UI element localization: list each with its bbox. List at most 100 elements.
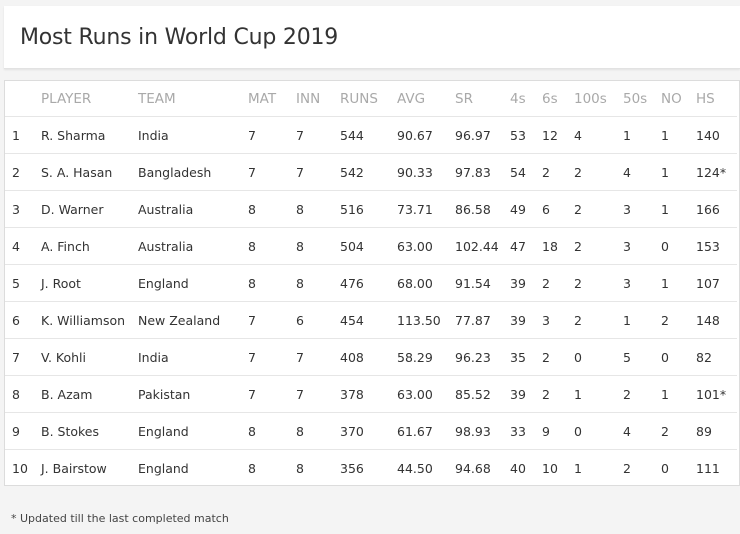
runs-cell: 356 xyxy=(340,460,364,476)
fours-cell: 40 xyxy=(510,460,526,476)
team-cell: England xyxy=(138,460,189,476)
player-cell: V. Kohli xyxy=(41,338,138,376)
runs-cell: 454 xyxy=(340,301,397,339)
rank-cell: 3 xyxy=(5,190,41,228)
sr-cell: 77.87 xyxy=(455,301,510,339)
rank-cell: 2 xyxy=(5,153,41,191)
player-cell: A. Finch xyxy=(41,227,138,265)
hundreds-cell: 2 xyxy=(574,190,623,228)
high-score-cell: 124* xyxy=(696,153,737,191)
sixes-cell: 2 xyxy=(542,375,574,413)
not-outs-cell: 0 xyxy=(661,227,696,265)
sixes-cell: 10 xyxy=(542,460,558,476)
page-title: Most Runs in World Cup 2019 xyxy=(20,25,339,50)
inn-cell: 8 xyxy=(296,460,304,476)
sr-cell: 91.54 xyxy=(455,264,510,302)
hundreds-cell: 2 xyxy=(574,227,623,265)
stats-table-card: PLAYER TEAM MAT INN RUNS AVG SR 4s 6s 10… xyxy=(4,80,740,486)
fifties-cell: 5 xyxy=(623,338,661,376)
high-score-cell: 107 xyxy=(696,264,737,302)
fifties-cell: 3 xyxy=(623,227,661,265)
inn-cell: 8 xyxy=(296,190,340,228)
not-outs-cell: 1 xyxy=(661,116,696,154)
high-score-cell: 140 xyxy=(696,116,737,154)
sixes-cell: 6 xyxy=(542,190,574,228)
sr-cell: 94.68 xyxy=(455,460,491,476)
sr-cell: 97.83 xyxy=(455,153,510,191)
fours-cell: 33 xyxy=(510,412,542,450)
table-row: 3 D. Warner Australia 8 8 516 73.71 86.58 49 6 2 3 1… xyxy=(5,190,737,228)
col-header-inn[interactable]: INN xyxy=(296,81,340,117)
high-score-cell: 111 xyxy=(696,460,720,476)
sixes-cell: 2 xyxy=(542,338,574,376)
col-header-rank[interactable] xyxy=(5,81,41,117)
player-cell: R. Sharma xyxy=(41,116,138,154)
sixes-cell: 2 xyxy=(542,264,574,302)
sr-cell: 86.58 xyxy=(455,190,510,228)
table-row: 2 S. A. Hasan Bangladesh 7 7 542 90.33 97.83 54 2… xyxy=(5,153,737,191)
team-cell: India xyxy=(138,338,248,376)
not-outs-cell: 1 xyxy=(661,375,696,413)
inn-cell: 8 xyxy=(296,264,340,302)
hundreds-cell: 0 xyxy=(574,412,623,450)
team-cell: Australia xyxy=(138,227,248,265)
inn-cell: 7 xyxy=(296,375,340,413)
not-outs-cell: 1 xyxy=(661,264,696,302)
mat-cell: 7 xyxy=(248,338,296,376)
fours-cell: 49 xyxy=(510,190,542,228)
fours-cell: 53 xyxy=(510,116,542,154)
col-header-sr[interactable]: SR xyxy=(455,81,510,117)
fifties-cell: 2 xyxy=(623,375,661,413)
high-score-cell: 148 xyxy=(696,301,737,339)
sr-cell: 102.44 xyxy=(455,227,510,265)
sixes-cell: 2 xyxy=(542,153,574,191)
footnote: * Updated till the last completed match xyxy=(11,512,229,525)
col-header-player[interactable]: PLAYER xyxy=(41,81,138,117)
player-cell: J. Root xyxy=(41,264,138,302)
table-row: 7 V. Kohli India 7 7 408 58.29 96.23 35 2 0 5 0 82 xyxy=(5,338,737,376)
not-outs-cell: 2 xyxy=(661,301,696,339)
col-header-100s[interactable]: 100s xyxy=(574,81,623,117)
team-cell: England xyxy=(138,412,248,450)
col-header-hs[interactable]: HS xyxy=(696,81,737,117)
hundreds-cell: 2 xyxy=(574,153,623,191)
mat-cell: 8 xyxy=(248,264,296,302)
col-header-6s[interactable]: 6s xyxy=(542,81,574,117)
inn-cell: 8 xyxy=(296,227,340,265)
avg-cell: 68.00 xyxy=(397,264,455,302)
table-row: 8 B. Azam Pakistan 7 7 378 63.00 85.52 39 2 1 2 1 101… xyxy=(5,375,737,413)
col-header-no[interactable]: NO xyxy=(661,81,696,117)
player-cell: D. Warner xyxy=(41,190,138,228)
table-row: 4 A. Finch Australia 8 8 504 63.00 102.44 47 18 2 3… xyxy=(5,227,737,265)
col-header-mat[interactable]: MAT xyxy=(248,81,296,117)
runs-cell: 476 xyxy=(340,264,397,302)
rank-cell: 4 xyxy=(5,227,41,265)
col-header-4s[interactable]: 4s xyxy=(510,81,542,117)
hundreds-cell: 1 xyxy=(574,460,582,476)
table-row: 9 B. Stokes England 8 8 370 61.67 98.93 33 9 0 4 2 89 xyxy=(5,412,737,450)
col-header-runs[interactable]: RUNS xyxy=(340,81,397,117)
rank-cell: 8 xyxy=(5,375,41,413)
col-header-50s[interactable]: 50s xyxy=(623,81,661,117)
fours-cell: 35 xyxy=(510,338,542,376)
avg-cell: 63.00 xyxy=(397,375,455,413)
table-row: 6 K. Williamson New Zealand 7 6 454 113.50 77.8… xyxy=(5,301,737,339)
rank-cell: 5 xyxy=(5,264,41,302)
not-outs-cell: 0 xyxy=(661,338,696,376)
fours-cell: 39 xyxy=(510,264,542,302)
sixes-cell: 9 xyxy=(542,412,574,450)
rank-cell: 6 xyxy=(5,301,41,339)
fifties-cell: 4 xyxy=(623,412,661,450)
avg-cell: 73.71 xyxy=(397,190,455,228)
team-cell: New Zealand xyxy=(138,301,248,339)
col-header-avg[interactable]: AVG xyxy=(397,81,455,117)
col-header-team[interactable]: TEAM xyxy=(138,81,248,117)
runs-cell: 516 xyxy=(340,190,397,228)
runs-cell: 378 xyxy=(340,375,397,413)
sr-cell: 98.93 xyxy=(455,412,510,450)
runs-cell: 542 xyxy=(340,153,397,191)
team-cell: England xyxy=(138,264,248,302)
not-outs-cell: 1 xyxy=(661,153,696,191)
fours-cell: 39 xyxy=(510,301,542,339)
fifties-cell: 2 xyxy=(623,460,631,476)
